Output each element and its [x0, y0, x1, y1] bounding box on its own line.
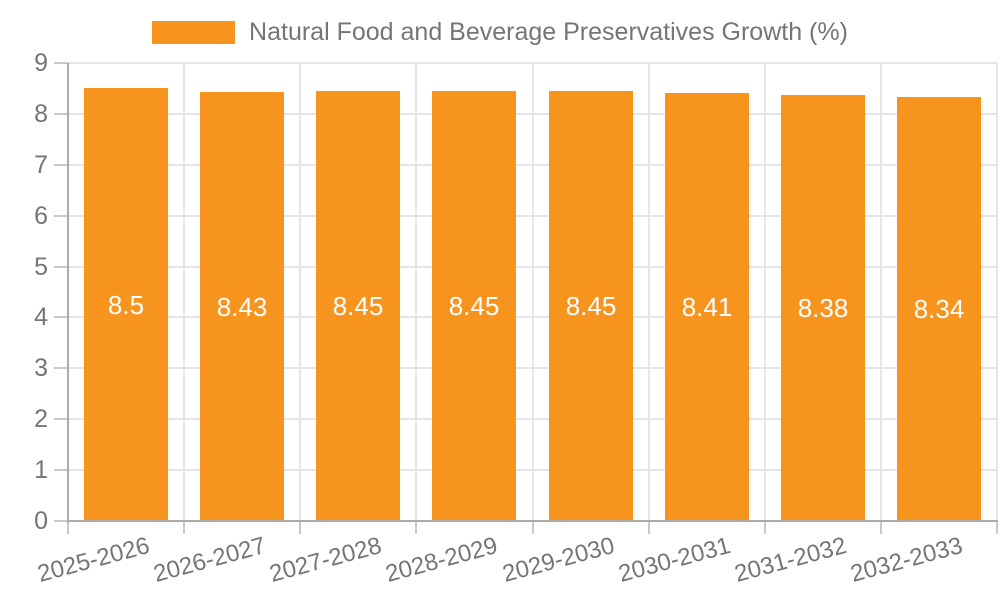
bar	[549, 91, 633, 520]
bar	[665, 93, 749, 520]
bar-value-label: 8.34	[913, 294, 965, 324]
x-axis-tick	[532, 521, 534, 534]
x-axis-tick	[996, 521, 998, 534]
bar	[84, 88, 168, 520]
y-axis-tick	[54, 367, 68, 369]
x-gridline	[764, 63, 766, 521]
y-axis-tick-label: 5	[34, 253, 48, 281]
y-axis-tick	[54, 215, 68, 217]
x-axis-category-label: 2032-2033	[759, 532, 966, 588]
y-axis-tick-label: 8	[34, 100, 48, 128]
y-axis-tick	[54, 62, 68, 64]
x-gridline	[648, 63, 650, 521]
y-axis-tick-label: 9	[34, 49, 48, 77]
y-axis-tick-label: 7	[34, 151, 48, 179]
x-gridline	[183, 63, 185, 521]
bar	[781, 95, 865, 520]
bar-value-label: 8.45	[448, 291, 500, 321]
legend-item[interactable]: Natural Food and Beverage Preservatives …	[0, 16, 1000, 48]
y-axis-tick	[54, 113, 68, 115]
y-axis-tick	[54, 418, 68, 420]
legend-label: Natural Food and Beverage Preservatives …	[249, 18, 848, 46]
y-axis-tick-label: 6	[34, 202, 48, 230]
x-axis-line	[67, 520, 998, 522]
x-axis-tick	[183, 521, 185, 534]
x-gridline	[532, 63, 534, 521]
bar-value-label: 8.41	[681, 292, 733, 322]
y-axis-tick	[54, 164, 68, 166]
y-axis-tick	[54, 520, 68, 522]
bar-value-label: 8.5	[107, 290, 145, 320]
x-axis-tick	[880, 521, 882, 534]
y-axis-tick	[54, 469, 68, 471]
x-gridline	[996, 63, 998, 521]
x-gridline	[880, 63, 882, 521]
bar-value-label: 8.43	[216, 292, 268, 322]
y-axis-tick-label: 0	[34, 507, 48, 535]
bar-value-label: 8.38	[797, 293, 849, 323]
y-axis-tick-label: 3	[34, 354, 48, 382]
y-axis-tick	[54, 266, 68, 268]
bar	[316, 91, 400, 520]
y-axis-line	[67, 63, 69, 523]
bar-value-label: 8.45	[565, 291, 617, 321]
x-axis-tick	[299, 521, 301, 534]
bar	[200, 92, 284, 520]
bar	[897, 97, 981, 520]
legend-swatch	[152, 20, 236, 44]
bar	[432, 91, 516, 520]
x-axis-tick	[415, 521, 417, 534]
bar-value-label: 8.45	[332, 291, 384, 321]
y-axis-tick-label: 4	[34, 303, 48, 331]
x-gridline	[299, 63, 301, 521]
x-axis-tick	[67, 521, 69, 534]
y-axis-tick	[54, 316, 68, 318]
x-axis-category-text: 2032-2033	[847, 532, 966, 588]
y-axis-tick-label: 1	[34, 456, 48, 484]
x-axis-tick	[764, 521, 766, 534]
x-axis-tick	[648, 521, 650, 534]
x-gridline	[415, 63, 417, 521]
y-axis-tick-label: 2	[34, 405, 48, 433]
